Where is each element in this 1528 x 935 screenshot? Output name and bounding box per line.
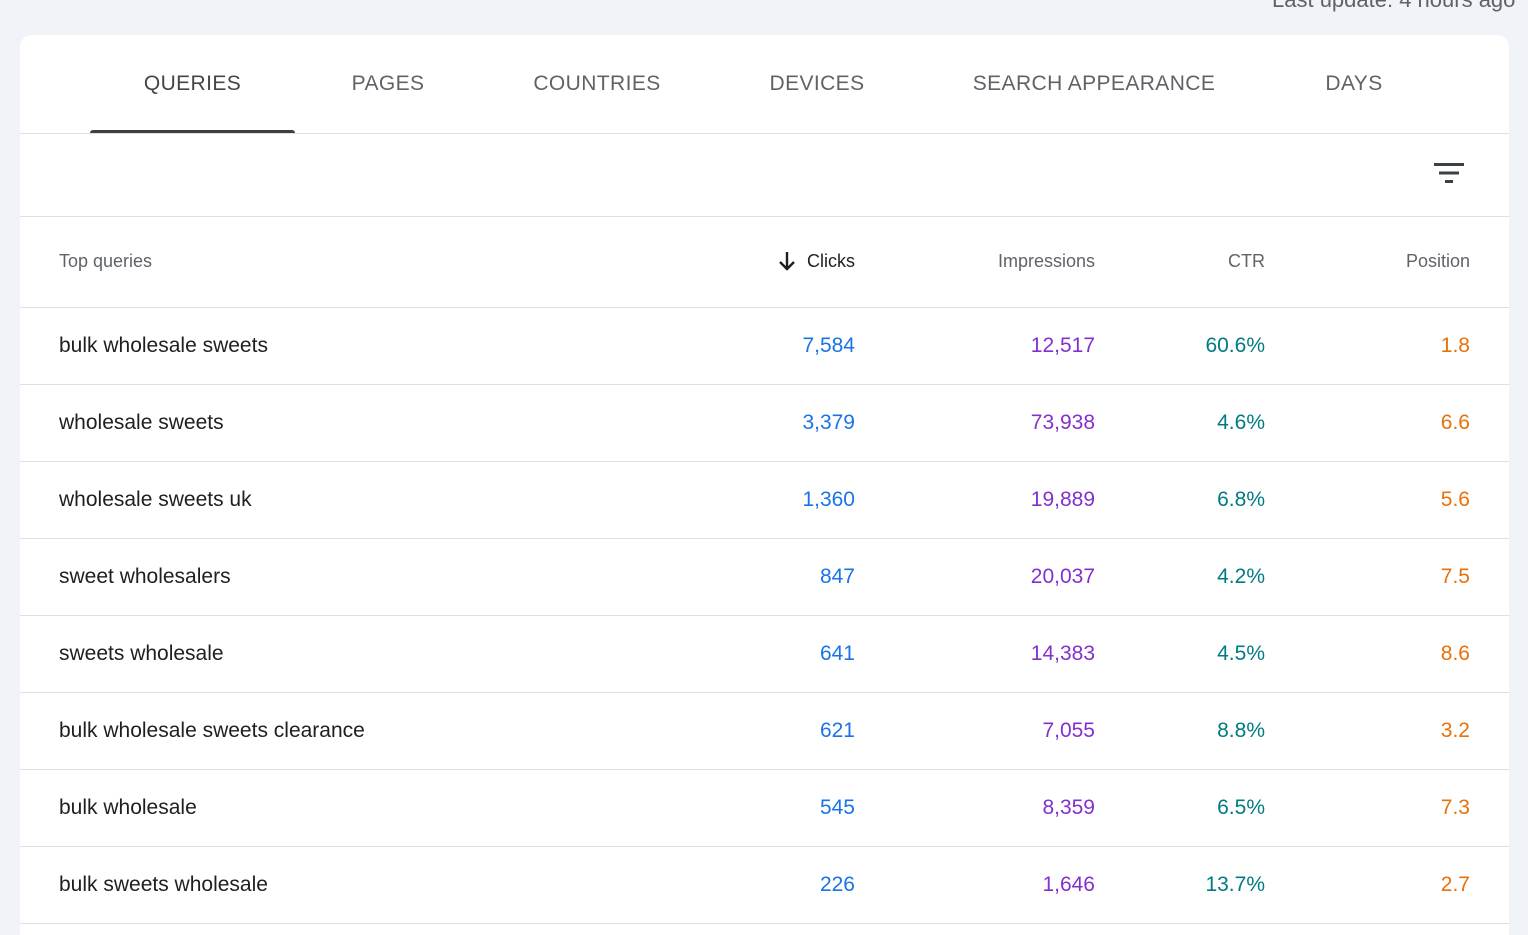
position-cell: 7.3 xyxy=(1440,795,1470,819)
row-spacer xyxy=(1470,538,1509,615)
clicks-cell: 226 xyxy=(819,872,855,896)
arrow-down-icon xyxy=(779,251,795,271)
position-cell: 1.8 xyxy=(1440,333,1470,357)
position-cell: 7.5 xyxy=(1440,564,1470,588)
query-cell: bulk wholesale xyxy=(59,795,197,819)
query-cell: bulk wholesale sweets clearance xyxy=(59,718,365,742)
ctr-cell: 4.2% xyxy=(1217,564,1265,588)
impressions-cell: 73,938 xyxy=(1030,410,1095,434)
filter-bar xyxy=(20,134,1509,217)
query-cell: wholesale sweets xyxy=(59,410,224,434)
header-spacer xyxy=(1470,217,1509,307)
header-clicks[interactable]: Clicks xyxy=(620,217,855,307)
impressions-cell: 14,383 xyxy=(1030,641,1095,665)
query-cell: sweets wholesale xyxy=(59,641,224,665)
impressions-cell: 7,055 xyxy=(1042,718,1095,742)
table-row[interactable]: wholesale sweets 3,379 73,938 4.6% 6.6 xyxy=(20,384,1509,461)
table-row[interactable]: sweet wholesalers 847 20,037 4.2% 7.5 xyxy=(20,538,1509,615)
position-cell: 2.7 xyxy=(1440,872,1470,896)
impressions-cell: 8,359 xyxy=(1042,795,1095,819)
table-row[interactable]: bulk wholesale sweets clearance 621 7,05… xyxy=(20,692,1509,769)
position-cell: 5.6 xyxy=(1440,487,1470,511)
performance-report-card: QUERIES PAGES COUNTRIES DEVICES SEARCH A… xyxy=(20,35,1509,935)
last-update-text: Last update: 4 hours ago xyxy=(1272,0,1515,14)
clicks-cell: 545 xyxy=(819,795,855,819)
position-cell: 8.6 xyxy=(1440,641,1470,665)
filter-button[interactable] xyxy=(1430,154,1468,192)
table-row[interactable]: sweets wholesale 641 14,383 4.5% 8.6 xyxy=(20,615,1509,692)
ctr-cell: 13.7% xyxy=(1205,872,1265,896)
ctr-cell: 4.6% xyxy=(1217,410,1265,434)
impressions-cell: 12,517 xyxy=(1030,333,1095,357)
table-row[interactable]: bulk sweets wholesale 226 1,646 13.7% 2.… xyxy=(20,846,1509,923)
tab-search-appearance[interactable]: SEARCH APPEARANCE xyxy=(972,72,1216,95)
header-impressions[interactable]: Impressions xyxy=(997,251,1095,272)
row-spacer xyxy=(1470,307,1509,384)
ctr-cell: 60.6% xyxy=(1205,333,1265,357)
header-ctr[interactable]: CTR xyxy=(1228,251,1265,272)
tab-devices[interactable]: DEVICES xyxy=(769,72,865,95)
impressions-cell: 19,889 xyxy=(1030,487,1095,511)
clicks-cell: 621 xyxy=(819,718,855,742)
clicks-cell: 641 xyxy=(819,641,855,665)
tab-queries[interactable]: QUERIES xyxy=(90,35,295,133)
table-header-row: Top queries Clicks Impressions CTR Posit… xyxy=(20,217,1509,307)
dimension-tabs: QUERIES PAGES COUNTRIES DEVICES SEARCH A… xyxy=(20,35,1509,134)
ctr-cell: 4.5% xyxy=(1217,641,1265,665)
impressions-cell: 20,037 xyxy=(1030,564,1095,588)
row-spacer xyxy=(1470,461,1509,538)
header-position[interactable]: Position xyxy=(1405,251,1470,272)
ctr-cell: 8.8% xyxy=(1217,718,1265,742)
ctr-cell: 6.5% xyxy=(1217,795,1265,819)
clicks-cell: 1,360 xyxy=(802,487,855,511)
tab-days[interactable]: DAYS xyxy=(1325,72,1383,95)
row-spacer xyxy=(1470,769,1509,846)
ctr-cell: 6.8% xyxy=(1217,487,1265,511)
row-spacer xyxy=(1470,615,1509,692)
impressions-cell: 1,646 xyxy=(1042,872,1095,896)
clicks-cell: 7,584 xyxy=(802,333,855,357)
position-cell: 3.2 xyxy=(1440,718,1470,742)
header-top-queries[interactable]: Top queries xyxy=(59,251,153,272)
row-spacer xyxy=(1470,384,1509,461)
query-cell: sweet wholesalers xyxy=(59,564,231,588)
tab-pages[interactable]: PAGES xyxy=(351,72,425,95)
row-spacer xyxy=(1470,692,1509,769)
clicks-cell: 847 xyxy=(819,564,855,588)
query-cell: bulk wholesale sweets xyxy=(59,333,268,357)
header-clicks-label: Clicks xyxy=(807,251,855,272)
row-spacer xyxy=(1470,846,1509,923)
table-row[interactable]: bulk wholesale 545 8,359 6.5% 7.3 xyxy=(20,769,1509,846)
queries-table: Top queries Clicks Impressions CTR Posit… xyxy=(20,217,1509,924)
position-cell: 6.6 xyxy=(1440,410,1470,434)
tab-countries[interactable]: COUNTRIES xyxy=(533,72,661,95)
filter-list-icon xyxy=(1434,163,1464,183)
table-row[interactable]: wholesale sweets uk 1,360 19,889 6.8% 5.… xyxy=(20,461,1509,538)
query-cell: bulk sweets wholesale xyxy=(59,872,268,896)
table-row[interactable]: bulk wholesale sweets 7,584 12,517 60.6%… xyxy=(20,307,1509,384)
query-cell: wholesale sweets uk xyxy=(59,487,252,511)
clicks-cell: 3,379 xyxy=(802,410,855,434)
